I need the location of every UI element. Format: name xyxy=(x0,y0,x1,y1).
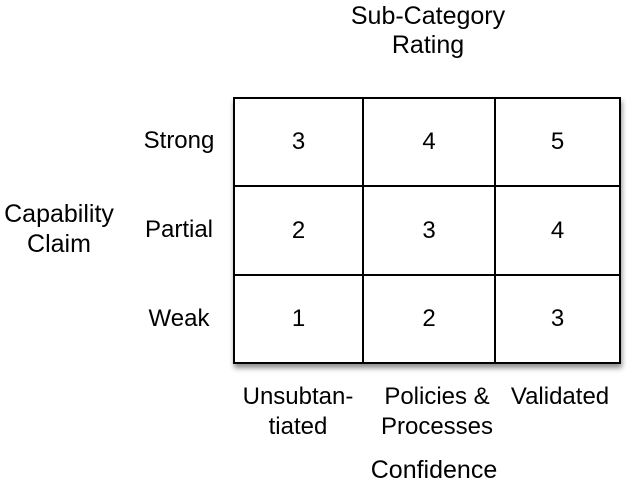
matrix-cell-weak-validated: 3 xyxy=(496,276,619,362)
matrix-cell-weak-unsubstantiated: 1 xyxy=(235,276,364,362)
row-label-partial: Partial xyxy=(144,216,214,243)
column-label-unsubstantiated: Unsubtan- tiated xyxy=(242,383,354,440)
matrix-cell-strong-unsubstantiated: 3 xyxy=(235,99,364,187)
row-label-weak: Weak xyxy=(148,305,210,332)
matrix-cell-partial-policies: 3 xyxy=(364,187,496,276)
matrix-cell-strong-validated: 5 xyxy=(496,99,619,187)
matrix-cell-partial-validated: 4 xyxy=(496,187,619,276)
column-label-policies-processes: Policies & Processes xyxy=(380,383,494,440)
bottom-axis-title: Confidence xyxy=(370,456,498,484)
left-axis-title: Capability Claim xyxy=(4,200,114,258)
row-label-strong: Strong xyxy=(143,127,215,154)
top-axis-title: Sub-Category Rating xyxy=(350,2,506,59)
matrix-cell-weak-policies: 2 xyxy=(364,276,496,362)
matrix-cell-strong-policies: 4 xyxy=(364,99,496,187)
matrix-cell-partial-unsubstantiated: 2 xyxy=(235,187,364,276)
column-label-validated: Validated xyxy=(510,383,610,410)
rating-matrix-grid: 3 4 5 2 3 4 1 2 3 xyxy=(233,97,621,364)
